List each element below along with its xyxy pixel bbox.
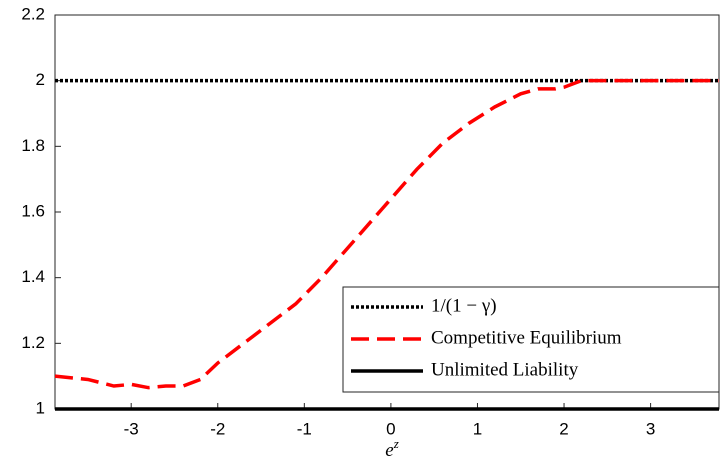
y-tick-label: 1.2: [21, 333, 45, 352]
x-tick-label: 1: [473, 419, 482, 438]
x-label-base: e: [385, 440, 393, 461]
x-tick-label: -3: [124, 419, 139, 438]
y-tick-label: 1: [36, 398, 45, 417]
legend-label: Unlimited Liability: [431, 359, 579, 380]
x-tick-label: 0: [386, 419, 395, 438]
y-tick-label: 1.6: [21, 201, 45, 220]
x-label-superscript: z: [393, 436, 399, 451]
x-tick-label: -1: [297, 419, 312, 438]
line-series: [54, 78, 719, 390]
x-tick-label: 2: [559, 419, 568, 438]
y-tick-label: 1.4: [21, 267, 45, 286]
legend-label: 1/(1 − γ): [431, 295, 497, 316]
legend-label: Competitive Equilibrium: [431, 327, 622, 348]
y-tick-label: 2.2: [21, 4, 45, 23]
y-tick-label: 2: [36, 70, 45, 89]
y-tick-label: 1.8: [21, 136, 45, 155]
x-tick-label: -2: [210, 419, 225, 438]
x-axis-label: ez: [385, 436, 399, 461]
x-tick-label: 3: [646, 419, 655, 438]
